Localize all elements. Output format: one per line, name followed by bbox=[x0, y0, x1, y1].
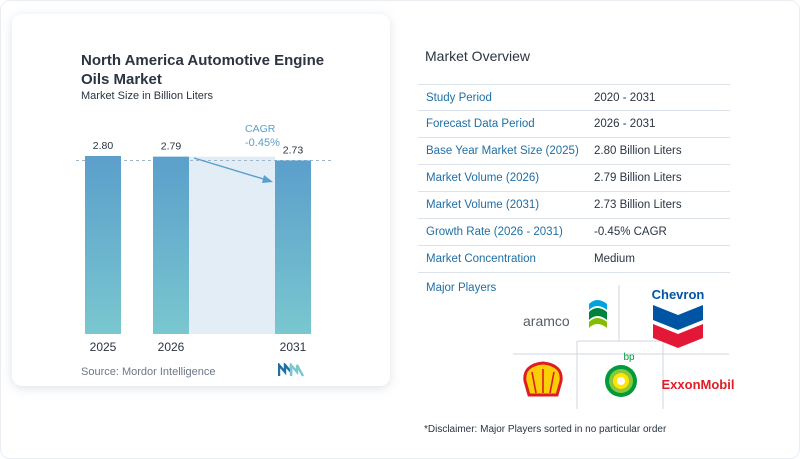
overview-row: Market Concentration Medium bbox=[418, 246, 730, 273]
bar-2025 bbox=[85, 156, 121, 334]
overview-label: Market Concentration bbox=[426, 253, 536, 265]
overview-row: Growth Rate (2026 - 2031) -0.45% CAGR bbox=[418, 219, 730, 246]
data-label: 2.79 bbox=[161, 141, 182, 153]
bar-2031 bbox=[275, 160, 311, 334]
data-label: 2.73 bbox=[283, 144, 304, 156]
overview-title: Market Overview bbox=[425, 48, 531, 64]
x-tick-label: 2025 bbox=[90, 340, 117, 354]
disclaimer-text: *Disclaimer: Major Players sorted in no … bbox=[424, 424, 667, 435]
overview-value: 2.79 Billion Liters bbox=[594, 172, 682, 184]
overview-row: Market Volume (2026) 2.79 Billion Liters bbox=[418, 165, 730, 192]
exxonmobil-logo: ExxonMobil bbox=[662, 377, 735, 392]
overview-label: Forecast Data Period bbox=[426, 118, 535, 130]
chevron-logo: Chevron bbox=[652, 287, 705, 348]
overview-label: Base Year Market Size (2025) bbox=[426, 145, 579, 157]
trend-shade-area bbox=[189, 156, 275, 334]
overview-label: Growth Rate (2026 - 2031) bbox=[426, 226, 563, 238]
aramco-logo: aramco bbox=[523, 300, 607, 329]
cagr-label: CAGR bbox=[245, 123, 276, 135]
overview-row: Base Year Market Size (2025) 2.80 Billion… bbox=[418, 138, 730, 165]
overview-row: Study Period 2020 - 2031 bbox=[418, 84, 730, 111]
bar-2026 bbox=[153, 156, 189, 334]
cagr-value: -0.45% bbox=[245, 137, 280, 149]
overview-table: Study Period 2020 - 2031 Forecast Data Pe… bbox=[418, 84, 730, 273]
bp-logo: bp bbox=[605, 352, 637, 397]
major-players-logos: aramco Chevron bp ExxonMobil bbox=[513, 285, 735, 409]
overview-value: 2.80 Billion Liters bbox=[594, 145, 682, 157]
overview-value: 2026 - 2031 bbox=[594, 118, 656, 130]
logo-grid-lines bbox=[513, 285, 729, 409]
overview-value: 2.73 Billion Liters bbox=[594, 199, 682, 211]
overview-label: Market Volume (2031) bbox=[426, 199, 540, 211]
major-players-label: Major Players bbox=[426, 282, 497, 294]
chart-subtitle: Market Size in Billion Liters bbox=[81, 90, 214, 102]
mordor-logo-icon bbox=[278, 363, 304, 377]
aramco-wordmark: aramco bbox=[523, 313, 570, 329]
overview-label: Market Volume (2026) bbox=[426, 172, 540, 184]
cagr-arrow-line bbox=[193, 157, 271, 182]
overview-row: Market Volume (2031) 2.73 Billion Liters bbox=[418, 192, 730, 219]
data-label: 2.80 bbox=[93, 140, 114, 152]
overview-value: -0.45% CAGR bbox=[594, 226, 667, 238]
x-tick-label: 2026 bbox=[158, 340, 185, 354]
chevron-wordmark: Chevron bbox=[652, 287, 705, 302]
x-tick-label: 2031 bbox=[280, 340, 307, 354]
exxonmobil-wordmark: ExxonMobil bbox=[662, 377, 735, 392]
chart-title: North America Automotive Engine Oils Mar… bbox=[81, 52, 325, 88]
overview-row: Forecast Data Period 2026 - 2031 bbox=[418, 111, 730, 138]
overview-label: Study Period bbox=[426, 92, 492, 104]
shell-logo bbox=[523, 361, 563, 397]
source-text: Source: Mordor Intelligence bbox=[81, 366, 216, 378]
overview-value: 2020 - 2031 bbox=[594, 92, 656, 104]
overview-value: Medium bbox=[594, 253, 635, 265]
bp-wordmark: bp bbox=[623, 352, 635, 363]
cagr-arrowhead-icon bbox=[262, 175, 273, 183]
bar-chart: 2.80 2025 2.79 2026 2.73 2031 CAGR -0.45% bbox=[76, 123, 332, 354]
